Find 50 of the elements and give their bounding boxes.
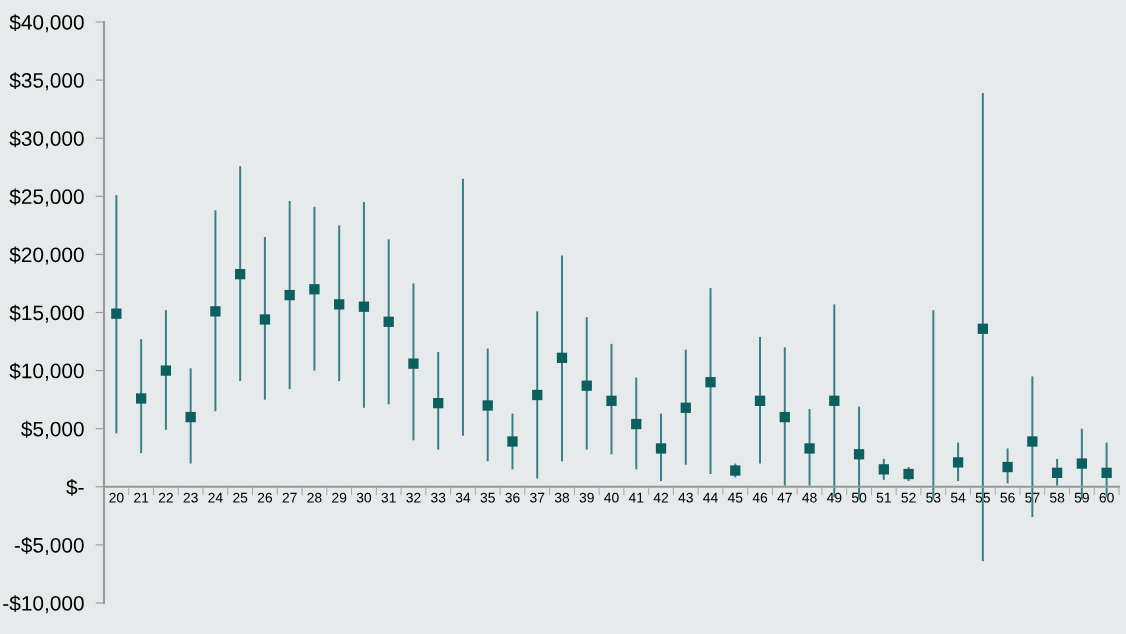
y-tick-label: $40,000 — [9, 14, 84, 33]
x-tick-label: 44 — [703, 492, 718, 503]
x-tick-label: 51 — [876, 492, 891, 503]
y-tick-label: $5,000 — [21, 420, 84, 439]
y-tick-label: $15,000 — [9, 304, 84, 323]
x-tick-label: 59 — [1074, 492, 1089, 503]
x-tick-label: 33 — [431, 492, 446, 503]
y-tick-label: $30,000 — [9, 130, 84, 149]
x-tick-label: 34 — [455, 492, 471, 503]
x-tick-label: 54 — [950, 492, 966, 503]
x-tick-label: 35 — [480, 492, 495, 503]
x-tick-label: 32 — [406, 492, 421, 503]
x-tick-label: 41 — [628, 492, 644, 503]
x-tick-label: 46 — [752, 492, 768, 503]
x-tick-label: 52 — [901, 492, 916, 503]
x-tick-label: 38 — [554, 492, 570, 503]
y-tick-label: $10,000 — [9, 362, 84, 381]
x-tick-label: 20 — [109, 492, 124, 503]
x-tick-label: 42 — [653, 492, 669, 503]
x-tick-label: 53 — [926, 492, 941, 503]
x-tick-label: 48 — [802, 492, 817, 503]
x-tick-label: 21 — [134, 492, 149, 503]
x-tick-label: 43 — [678, 492, 693, 503]
y-tick-label: -$10,000 — [3, 595, 84, 614]
x-tick-label: 40 — [604, 492, 619, 503]
x-tick-label: 26 — [257, 492, 273, 503]
x-tick-label: 58 — [1049, 492, 1065, 503]
x-tick-label: 27 — [282, 492, 297, 503]
x-tick-label: 39 — [579, 492, 594, 503]
y-tick-label: $25,000 — [9, 188, 84, 207]
x-tick-label: 30 — [356, 492, 372, 503]
x-tick-label: 28 — [307, 492, 322, 503]
x-tick-label: 36 — [505, 492, 520, 503]
x-tick-label: 50 — [851, 492, 867, 503]
x-tick-label: 25 — [233, 492, 248, 503]
x-tick-label: 29 — [332, 492, 347, 503]
x-tick-label: 60 — [1099, 492, 1114, 503]
x-tick-label: 45 — [727, 492, 743, 503]
x-tick-label: 56 — [1000, 492, 1015, 503]
y-tick-label: $35,000 — [9, 72, 84, 91]
y-tick-label: -$5,000 — [14, 537, 84, 556]
x-tick-label: 24 — [208, 492, 223, 503]
x-tick-label: 31 — [381, 492, 396, 503]
x-tick-label: 49 — [826, 492, 842, 503]
x-tick-label: 23 — [183, 492, 198, 503]
y-tick-label: $- — [66, 478, 84, 496]
x-tick-label: 47 — [777, 492, 792, 503]
y-tick-label: $20,000 — [9, 246, 84, 265]
x-tick-label: 37 — [530, 492, 545, 503]
x-tick-label: 22 — [158, 492, 173, 503]
